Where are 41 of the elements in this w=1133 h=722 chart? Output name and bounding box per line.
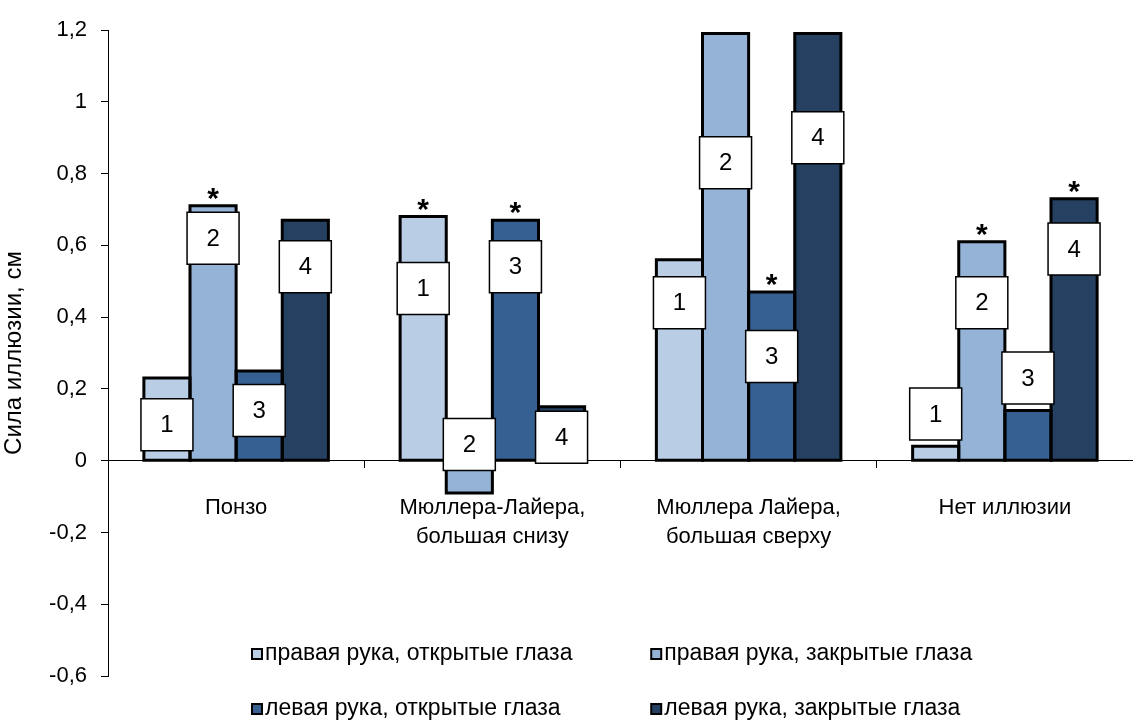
legend-label: левая рука, открытые глаза bbox=[264, 694, 561, 721]
data-label: * bbox=[765, 266, 778, 300]
annotation: 4 bbox=[1067, 234, 1081, 262]
y-tick-label: 0,4 bbox=[56, 303, 87, 329]
data-label: * bbox=[509, 195, 522, 229]
annotation: 3 bbox=[508, 252, 523, 280]
x-tick-label: Нет иллюзии bbox=[938, 494, 1072, 520]
annotation: 4 bbox=[554, 422, 569, 450]
y-tick-label: 0,2 bbox=[56, 374, 87, 400]
legend-label: левая рука, закрытые глаза bbox=[664, 694, 961, 721]
data-label: * bbox=[1068, 173, 1081, 207]
annotation: 2 bbox=[975, 288, 989, 316]
y-tick-label: -0,6 bbox=[49, 662, 87, 688]
annotation: 1 bbox=[160, 410, 174, 438]
annotation: 3 bbox=[252, 396, 266, 424]
y-tick-label: 0,6 bbox=[56, 231, 87, 257]
annotation: 3 bbox=[765, 342, 779, 370]
y-tick-label: 0 bbox=[74, 446, 87, 472]
y-tick-label: 1,2 bbox=[56, 16, 87, 42]
annotation: 2 bbox=[206, 223, 220, 251]
annotation: 2 bbox=[718, 148, 733, 176]
x-tick-label: Мюллера Лайера, большая сверху bbox=[656, 494, 841, 548]
data-label: * bbox=[417, 191, 430, 225]
data-label: * bbox=[207, 180, 220, 214]
y-tick-label: 0,8 bbox=[56, 159, 87, 185]
y-tick-label: 1 bbox=[74, 87, 87, 113]
legend-label: правая рука, открытые глаза bbox=[264, 639, 573, 666]
y-tick-label: -0,2 bbox=[49, 518, 87, 544]
annotation: 1 bbox=[929, 399, 943, 427]
y-axis-title: Сила иллюзии, см bbox=[0, 251, 27, 455]
x-tick-label: Мюллера-Лайера, большая снизу bbox=[399, 494, 586, 548]
annotation: 1 bbox=[416, 274, 430, 302]
data-label: * bbox=[975, 216, 988, 250]
x-tick-label: Понзо bbox=[204, 494, 268, 520]
annotation: 4 bbox=[811, 123, 825, 151]
annotation: 3 bbox=[1021, 363, 1035, 391]
annotation: 2 bbox=[462, 430, 476, 458]
annotation: 4 bbox=[298, 252, 312, 280]
legend-label: правая рука, закрытые глаза bbox=[664, 639, 973, 666]
annotation: 1 bbox=[672, 288, 687, 316]
y-tick-label: -0,4 bbox=[49, 590, 87, 616]
